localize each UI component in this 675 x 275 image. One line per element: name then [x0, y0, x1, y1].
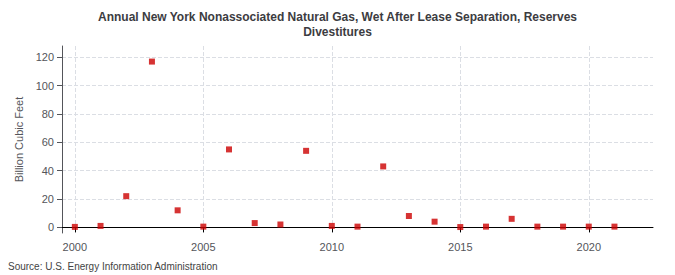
svg-text:2005: 2005 [191, 241, 215, 253]
svg-text:60: 60 [42, 136, 54, 148]
svg-text:100: 100 [36, 80, 54, 92]
svg-text:120: 120 [36, 51, 54, 63]
svg-text:0: 0 [48, 221, 54, 233]
svg-text:20: 20 [42, 193, 54, 205]
svg-text:2020: 2020 [577, 241, 601, 253]
svg-text:2000: 2000 [63, 241, 87, 253]
svg-text:Divestitures: Divestitures [303, 25, 372, 39]
svg-text:2010: 2010 [320, 241, 344, 253]
svg-text:40: 40 [42, 165, 54, 177]
svg-text:80: 80 [42, 108, 54, 120]
svg-text:Source: U.S. Energy Informatio: Source: U.S. Energy Information Administ… [8, 261, 218, 272]
svg-text:2015: 2015 [448, 241, 472, 253]
svg-text:Annual New York Nonassociated: Annual New York Nonassociated Natural Ga… [98, 10, 577, 24]
svg-text:Billion Cubic Feet: Billion Cubic Feet [13, 97, 25, 183]
